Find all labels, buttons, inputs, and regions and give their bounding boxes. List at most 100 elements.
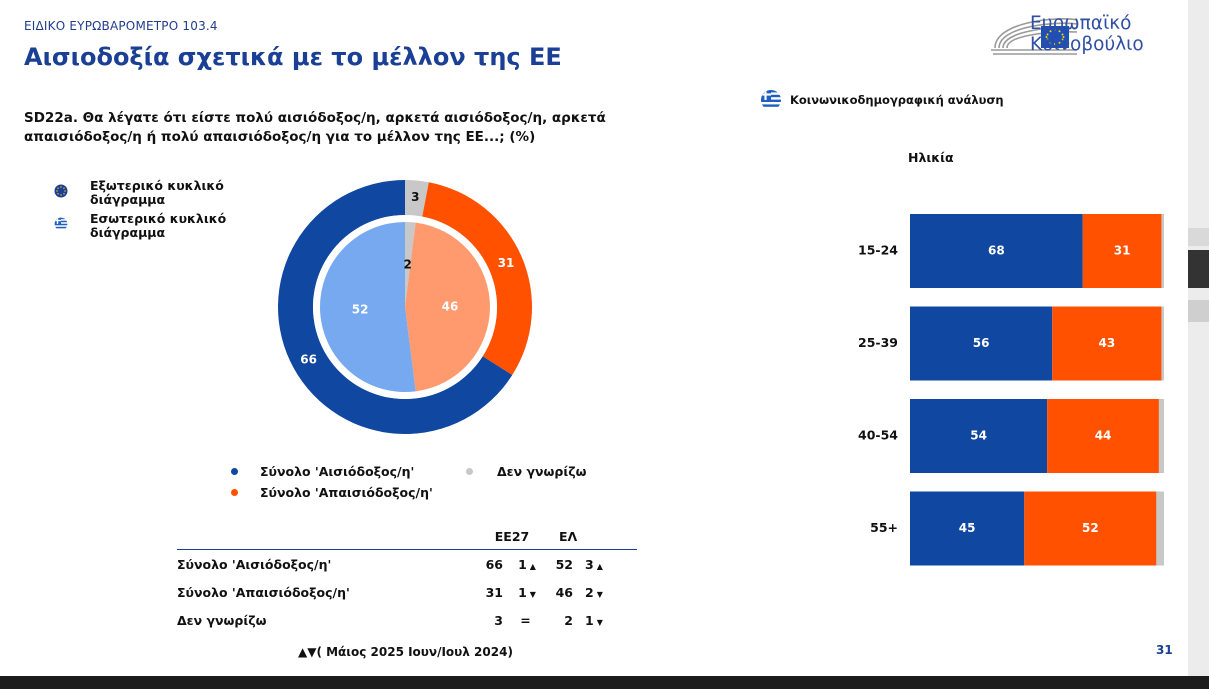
legend-label-dont-know: Δεν γνωρίζω: [497, 464, 587, 479]
age-bar-value-label-optimistic: 56: [973, 336, 990, 350]
inner-value-label-dont-know: 2: [403, 258, 411, 272]
table-cell-eu: 66: [485, 556, 503, 572]
outer-value-label-dont-know: 3: [411, 190, 419, 204]
inner-slice-dont-know: [405, 222, 416, 307]
outer-ring-legend-label: Εξωτερικό κυκλικό διάγραμμα: [90, 179, 240, 207]
change-value: 1: [518, 556, 527, 572]
question-line-2: απαισιόδοξος/η ή πολύ απαισιόδοξος/η για…: [24, 129, 536, 145]
age-bar-value-label-optimistic: 68: [988, 244, 1005, 258]
page-number: 31: [1156, 643, 1173, 657]
right-edge-strip: [1188, 0, 1209, 676]
age-bar-value-label-pessimistic: 43: [1098, 336, 1115, 350]
outer-ring-legend-line-1: Εξωτερικό κυκλικό: [90, 178, 224, 193]
legend-label-pessimistic: Σύνολο 'Απαισιόδοξος/η': [260, 485, 433, 500]
inner-value-label-pessimistic: 46: [442, 300, 459, 314]
logo-line-1: Ευρωπαϊκό: [1030, 13, 1132, 34]
age-bar-segment-optimistic: [910, 399, 1048, 473]
outer-slice-dont-know: [405, 180, 429, 217]
question-text: SD22a. Θα λέγατε ότι είστε πολύ αισιόδοξ…: [24, 109, 624, 147]
change-arrow-icon: ▼: [529, 589, 536, 599]
change-arrow-icon: ▼: [596, 589, 603, 599]
table-cell-gr-change: 3 ▲: [577, 550, 637, 579]
age-bar-value-label-pessimistic: 31: [1114, 244, 1131, 258]
legend-dot-pessimistic: [231, 489, 238, 496]
table-cell-label: Δεν γνωρίζω: [177, 612, 267, 628]
question-line-1: SD22a. Θα λέγατε ότι είστε πολύ αισιόδοξ…: [24, 110, 606, 126]
inner-ring-legend-line-2: διάγραμμα: [90, 225, 166, 240]
age-bar-value-label-optimistic: 54: [970, 429, 987, 443]
age-category-label: 55+: [870, 520, 898, 535]
change-value: 1: [585, 612, 594, 628]
table-cell-eu: 31: [485, 584, 503, 600]
summary-table: ΕΕ27 ΕΛ Σύνολο 'Αισιόδοξος/η' 66 1 ▲ 52 3 ▲ Σύν…: [177, 529, 637, 634]
table-cell-eu: 3: [494, 612, 503, 628]
table-header-row: ΕΕ27 ΕΛ: [177, 529, 637, 550]
logo-text: Ευρωπαϊκό Κοινοβούλιο: [1030, 13, 1144, 55]
inner-slice-pessimistic: [405, 222, 490, 392]
table-cell-label: Σύνολο 'Απαισιόδοξος/η': [177, 584, 350, 600]
change-value: 1: [518, 584, 527, 600]
change-arrow-icon: ▲: [529, 561, 536, 571]
greece-flag-icon: [54, 217, 68, 231]
age-bar-chart: 15-24 68 31 25-39 56 43 40-54 54 44 55+ 45 52: [858, 214, 1164, 566]
age-bar-segment-optimistic: [910, 306, 1053, 381]
age-bar-segment-dont-know: [1156, 491, 1164, 566]
age-bar-segment-dont-know: [1161, 214, 1164, 288]
table-header-eu: ΕΕ27: [477, 529, 547, 550]
socio-analysis-label: Κοινωνικοδημογραφική ανάλυση: [790, 93, 1004, 107]
inner-ring-legend-label: Εσωτερικό κυκλικό διάγραμμα: [90, 212, 240, 240]
table-header-gr: ΕΛ: [547, 529, 637, 550]
age-category-label: 25-39: [858, 335, 898, 350]
inner-value-label-optimistic: 52: [352, 302, 369, 316]
age-bar-segment-optimistic: [910, 214, 1083, 288]
age-bar-segment-pessimistic: [1052, 306, 1162, 381]
age-bar-value-label-pessimistic: 52: [1082, 521, 1099, 535]
table-row: Σύνολο 'Απαισιόδοξος/η' 31 1 ▼ 46 2 ▼: [177, 578, 637, 606]
age-bar-segment-dont-know: [1161, 306, 1164, 381]
table-cell-gr: 46: [555, 584, 573, 600]
age-bar-segment-optimistic: [910, 491, 1025, 566]
legend-dot-optimistic: [231, 468, 238, 475]
age-category-label: 40-54: [858, 428, 898, 443]
table-cell-eu-change: =: [507, 606, 547, 634]
inner-ring-legend-line-1: Εσωτερικό κυκλικό: [90, 211, 227, 226]
age-bar-segment-dont-know: [1158, 399, 1164, 473]
table-row: Σύνολο 'Αισιόδοξος/η' 66 1 ▲ 52 3 ▲: [177, 550, 637, 579]
greece-flag-icon: [761, 90, 781, 110]
change-value: 2: [585, 584, 594, 600]
age-bar-segment-pessimistic: [1082, 214, 1162, 288]
table-cell-eu-change: 1 ▼: [507, 578, 547, 606]
page-title: Αισιοδοξία σχετικά με το μέλλον της ΕΕ: [24, 43, 562, 71]
change-value: =: [520, 612, 531, 628]
change-note: ▲▼( Μάιος 2025 Ιουν/Ιουλ 2024): [298, 645, 513, 659]
legend-dot-dont-know: [466, 468, 473, 475]
table-cell-eu-change: 1 ▲: [507, 550, 547, 579]
eu-flag-icon: [54, 184, 68, 198]
outer-value-label-optimistic: 66: [300, 352, 317, 366]
inner-slice-optimistic: [319, 222, 416, 392]
change-value: 3: [585, 556, 594, 572]
outer-slice-pessimistic: [422, 182, 532, 376]
donut-chart: 66 31 3 52 46 2: [278, 180, 532, 435]
slide: ΕΙΔΙΚΟ ΕΥΡΩΒΑΡΟΜΕΤΡΟ 103.4 Αισιοδοξία σχ…: [0, 0, 1188, 676]
european-parliament-logo: [991, 18, 1078, 55]
survey-label: ΕΙΔΙΚΟ ΕΥΡΩΒΑΡΟΜΕΤΡΟ 103.4: [24, 19, 218, 33]
age-bar-value-label-pessimistic: 44: [1095, 429, 1112, 443]
change-arrow-icon: ▲: [596, 561, 603, 571]
age-bar-value-label-optimistic: 45: [959, 521, 976, 535]
table-row: Δεν γνωρίζω 3 = 2 1 ▼: [177, 606, 637, 634]
table-cell-label: Σύνολο 'Αισιόδοξος/η': [177, 556, 332, 572]
table-cell-gr-change: 1 ▼: [577, 606, 637, 634]
outer-slice-optimistic: [278, 180, 513, 435]
table-cell-gr: 2: [564, 612, 573, 628]
age-bar-segment-pessimistic: [1024, 491, 1157, 566]
age-bar-segment-pessimistic: [1047, 399, 1159, 473]
outer-value-label-pessimistic: 31: [498, 256, 515, 270]
age-chart-title: Ηλικία: [908, 150, 954, 165]
table-cell-gr-change: 2 ▼: [577, 578, 637, 606]
change-arrow-icon: ▼: [596, 617, 603, 627]
logo-line-2: Κοινοβούλιο: [1030, 34, 1144, 55]
legend-label-optimistic: Σύνολο 'Αισιόδοξος/η': [260, 464, 415, 479]
table-cell-gr: 52: [555, 556, 573, 572]
outer-ring-legend-line-2: διάγραμμα: [90, 192, 166, 207]
